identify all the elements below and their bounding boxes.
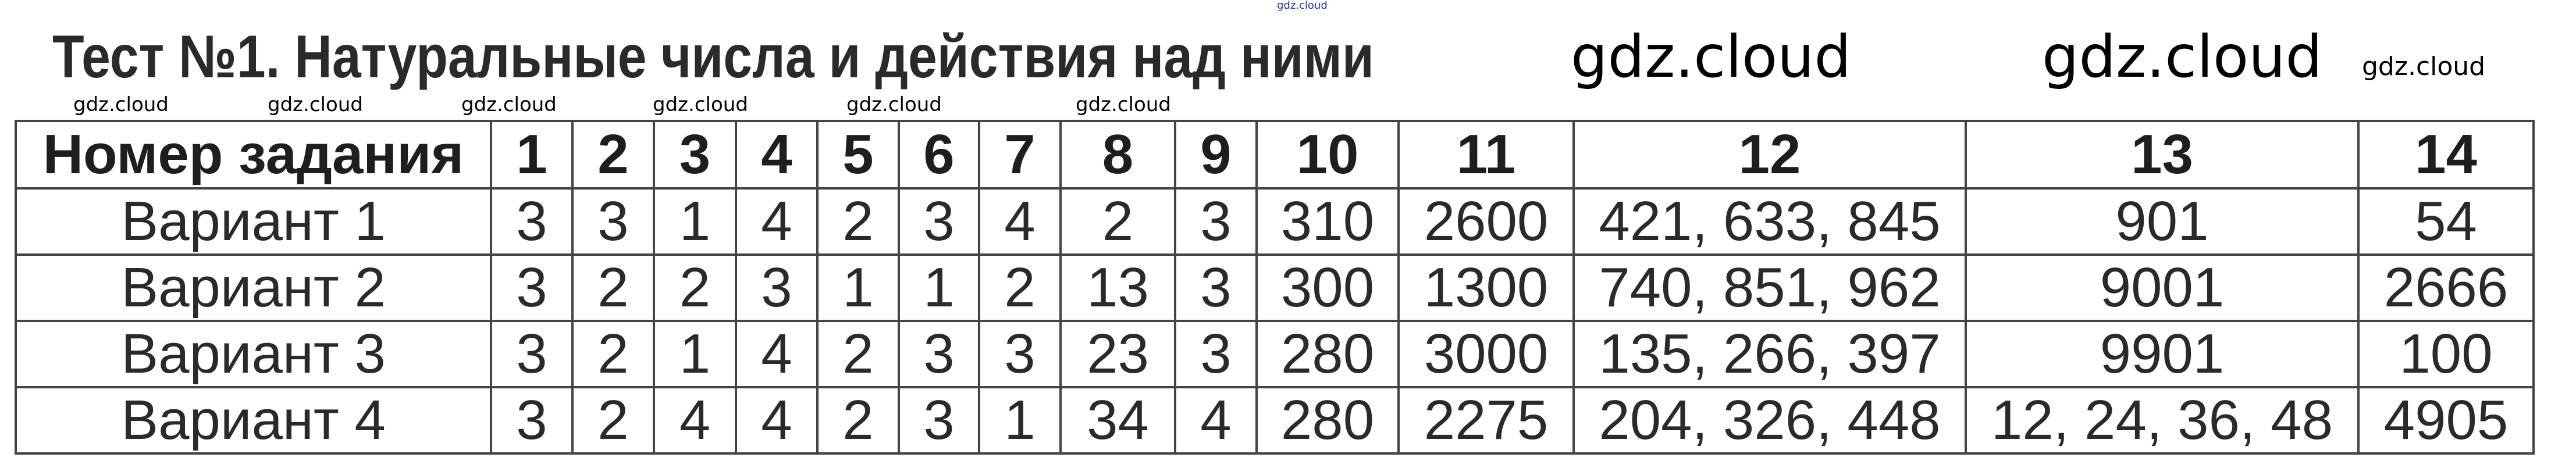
answer-cell: 2275 <box>1397 386 1575 455</box>
answer-cell: 280 <box>1255 386 1400 455</box>
answer-cell: 4 <box>978 187 1062 256</box>
header-task-number: Номер задания <box>15 120 492 190</box>
answer-cell: 4905 <box>2357 386 2535 455</box>
answer-cell: 54 <box>2357 187 2535 256</box>
header-task-5: 5 <box>816 120 900 190</box>
answer-cell: 3 <box>735 253 819 322</box>
answer-cell: 421, 633, 845 <box>1572 187 1967 256</box>
watermark: gdz.cloud <box>268 93 363 116</box>
answer-cell: 1300 <box>1397 253 1575 322</box>
header-task-13: 13 <box>1965 120 2360 190</box>
answer-cell: 2 <box>816 320 900 388</box>
answer-cell: 1 <box>816 253 900 322</box>
answer-cell: 1 <box>898 253 980 322</box>
header-task-4: 4 <box>735 120 819 190</box>
answer-cell: 3000 <box>1397 320 1575 388</box>
answer-cell: 3 <box>490 253 574 322</box>
answer-cell: 9901 <box>1965 320 2360 388</box>
variant-label: Вариант 4 <box>15 386 492 455</box>
answer-cell: 3 <box>898 187 980 256</box>
header-task-10: 10 <box>1255 120 1400 190</box>
answer-cell: 280 <box>1255 320 1400 388</box>
answer-cell: 2 <box>816 386 900 455</box>
watermark: gdz.cloud <box>1277 0 1328 12</box>
answer-cell: 1 <box>653 187 737 256</box>
header-task-9: 9 <box>1174 120 1258 190</box>
answer-cell: 13 <box>1059 253 1176 322</box>
answer-cell: 3 <box>1174 253 1258 322</box>
answer-cell: 3 <box>1174 320 1258 388</box>
variant-label: Вариант 3 <box>15 320 492 388</box>
header-task-12: 12 <box>1572 120 1967 190</box>
answer-cell: 2666 <box>2357 253 2535 322</box>
header-task-3: 3 <box>653 120 737 190</box>
answer-cell: 34 <box>1059 386 1176 455</box>
watermark: gdz.cloud <box>653 93 748 116</box>
answer-cell: 310 <box>1255 187 1400 256</box>
answer-cell: 23 <box>1059 320 1176 388</box>
answer-cell: 3 <box>1174 187 1258 256</box>
answer-cell: 12, 24, 36, 48 <box>1965 386 2360 455</box>
answer-cell: 2 <box>571 253 655 322</box>
page-title: Тест №1. Натуральные числа и действия на… <box>52 23 1374 91</box>
answer-cell: 204, 326, 448 <box>1572 386 1967 455</box>
watermark: gdz.cloud <box>2362 52 2486 81</box>
answer-cell: 2 <box>816 187 900 256</box>
table-row: Вариант 1 3 3 1 4 2 3 4 2 3 310 2600 421, 633, 845 90… <box>15 187 2535 256</box>
header-task-6: 6 <box>898 120 980 190</box>
table-row: Вариант 3 3 2 1 4 2 3 3 23 3 280 3000 135, 266, 397 9… <box>15 320 2535 388</box>
answer-cell: 300 <box>1255 253 1400 322</box>
answer-cell: 2 <box>1059 187 1176 256</box>
table-row: Вариант 2 3 2 2 3 1 1 2 13 3 300 1300 740, 851, 962 9… <box>15 253 2535 322</box>
answer-cell: 740, 851, 962 <box>1572 253 1967 322</box>
variant-label: Вариант 2 <box>15 253 492 322</box>
answer-cell: 2 <box>978 253 1062 322</box>
answers-table: Номер задания 1 2 3 4 5 6 7 8 9 10 11 12 13 14 Вариант… <box>15 120 2535 455</box>
answer-cell: 2 <box>653 253 737 322</box>
header-task-8: 8 <box>1059 120 1176 190</box>
answer-cell: 135, 266, 397 <box>1572 320 1967 388</box>
watermark: gdz.cloud <box>2042 23 2323 91</box>
answer-cell: 2 <box>571 386 655 455</box>
answer-cell: 4 <box>653 386 737 455</box>
watermark: gdz.cloud <box>73 93 169 116</box>
answer-cell: 3 <box>898 386 980 455</box>
answer-cell: 3 <box>490 187 574 256</box>
answer-cell: 3 <box>490 320 574 388</box>
answer-cell: 3 <box>978 320 1062 388</box>
answer-cell: 2 <box>571 320 655 388</box>
header-task-14: 14 <box>2357 120 2535 190</box>
answer-cell: 4 <box>1174 386 1258 455</box>
answer-cell: 1 <box>978 386 1062 455</box>
watermark: gdz.cloud <box>1076 93 1171 116</box>
answer-cell: 1 <box>653 320 737 388</box>
table-row: Вариант 4 3 2 4 4 2 3 1 34 4 280 2275 204, 326, 448 1… <box>15 386 2535 455</box>
answer-cell: 3 <box>898 320 980 388</box>
watermark: gdz.cloud <box>461 93 557 116</box>
header-task-2: 2 <box>571 120 655 190</box>
answer-cell: 9001 <box>1965 253 2360 322</box>
answer-cell: 3 <box>490 386 574 455</box>
header-row: Номер задания 1 2 3 4 5 6 7 8 9 10 11 12 13 14 <box>15 120 2535 190</box>
header-task-11: 11 <box>1397 120 1575 190</box>
answer-cell: 901 <box>1965 187 2360 256</box>
header-task-1: 1 <box>490 120 574 190</box>
watermark: gdz.cloud <box>1571 23 1852 91</box>
answer-cell: 2600 <box>1397 187 1575 256</box>
answer-cell: 4 <box>735 320 819 388</box>
answer-cell: 4 <box>735 187 819 256</box>
answer-cell: 4 <box>735 386 819 455</box>
header-task-7: 7 <box>978 120 1062 190</box>
variant-label: Вариант 1 <box>15 187 492 256</box>
answer-cell: 100 <box>2357 320 2535 388</box>
answer-cell: 3 <box>571 187 655 256</box>
watermark: gdz.cloud <box>846 93 942 116</box>
